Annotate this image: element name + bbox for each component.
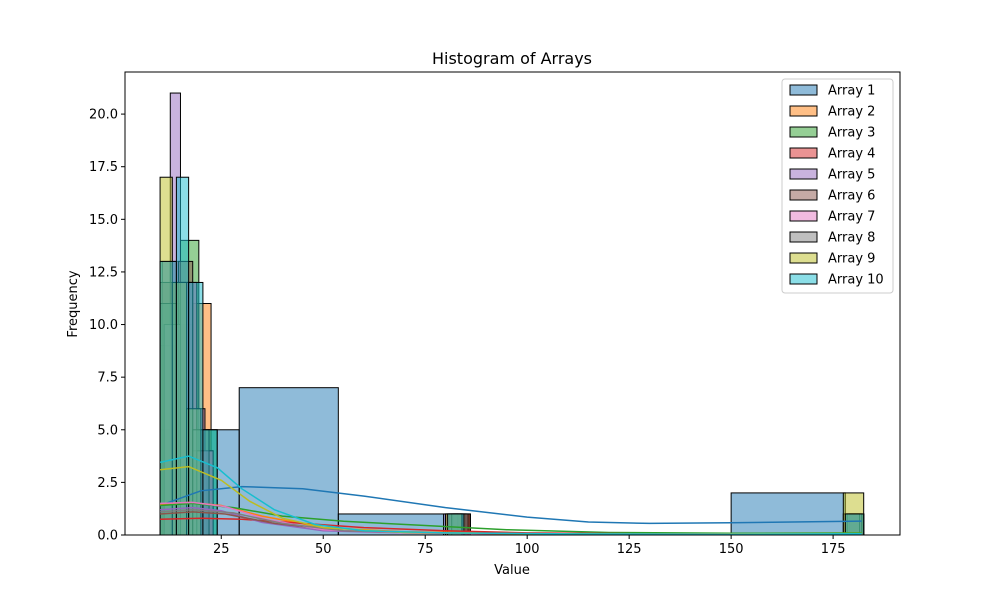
x-tick-label: 50	[315, 542, 332, 557]
legend-swatch-array-9	[789, 252, 818, 264]
chart-title: Histogram of Arrays	[432, 49, 592, 68]
x-tick-label: 125	[617, 542, 642, 557]
y-tick-label: 15.0	[89, 213, 118, 228]
legend-swatch-array-8	[789, 231, 818, 243]
bar-array-10-3	[188, 281, 204, 536]
kde-layer	[159, 455, 862, 536]
bar-array-10-6	[844, 513, 865, 536]
bar-array-1-4	[730, 492, 846, 536]
x-tick-label: 25	[213, 542, 230, 557]
x-tick-label: 75	[417, 542, 434, 557]
legend-swatch-array-3	[789, 126, 818, 138]
bar-array-10-2	[175, 176, 190, 536]
legend-swatch-array-6	[789, 189, 818, 201]
legend-label-array-2: Array 2	[828, 105, 875, 120]
legend-swatch-array-4	[789, 147, 818, 159]
legend-label-array-4: Array 4	[828, 147, 875, 162]
bars-layer	[159, 92, 865, 536]
legend-label-array-1: Array 1	[828, 84, 875, 99]
y-tick-label: 10.0	[89, 318, 118, 333]
x-axis-label: Value	[494, 563, 530, 578]
legend-label-array-9: Array 9	[828, 252, 875, 267]
legend: Array 1 Array 2 Array 3 Array 4 Array 5 Array…	[781, 78, 894, 294]
legend-label-array-10: Array 10	[828, 273, 884, 288]
legend-label-array-3: Array 3	[828, 126, 875, 141]
x-tick-label: 150	[719, 542, 744, 557]
x-axis: 25 50 75 100 125 150 175	[213, 535, 846, 557]
kde-line-array-10	[159, 455, 862, 535]
y-tick-label: 5.0	[97, 423, 118, 438]
y-tick-label: 17.5	[89, 160, 118, 175]
y-axis-label: Frequency	[66, 270, 81, 337]
axes-frame	[124, 71, 901, 536]
y-tick-label: 20.0	[89, 108, 118, 123]
legend-label-array-7: Array 7	[828, 210, 875, 225]
y-axis: 0.0 2.5 5.0 7.5 10.0 12.5 15.0 17.5 20.0	[89, 108, 125, 544]
legend-label-array-5: Array 5	[828, 168, 875, 183]
x-tick-label: 175	[821, 542, 846, 557]
kde-line-array-1	[159, 485, 862, 525]
legend-swatch-array-5	[789, 168, 818, 180]
legend-swatch-array-1	[789, 84, 818, 96]
y-tick-label: 7.5	[97, 371, 118, 386]
legend-swatch-array-7	[789, 210, 818, 222]
y-tick-label: 0.0	[97, 529, 118, 544]
y-tick-label: 2.5	[97, 476, 118, 491]
x-tick-label: 100	[515, 542, 540, 557]
bar-array-10-1	[159, 260, 177, 536]
legend-label-array-8: Array 8	[828, 231, 875, 246]
legend-swatch-array-2	[789, 105, 818, 117]
legend-label-array-6: Array 6	[828, 189, 875, 204]
y-tick-label: 12.5	[89, 265, 118, 280]
legend-swatch-array-10	[789, 273, 818, 285]
bar-array-1-2	[238, 387, 339, 536]
